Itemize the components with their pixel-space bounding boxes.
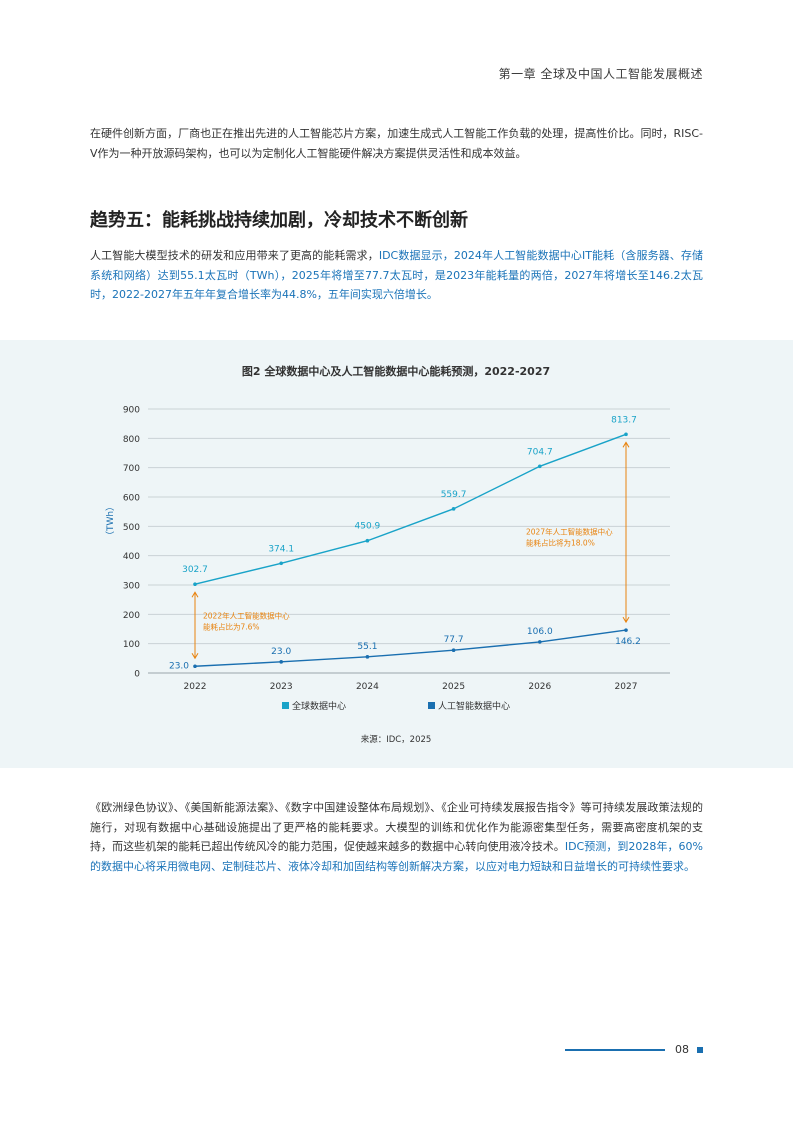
page-marker-square (697, 1047, 703, 1053)
data-point (624, 432, 628, 437)
x-tick-label: 2023 (270, 682, 293, 692)
policy-paragraph-highlight: IDC预测，到2028年，60%的数据中心将采用微电网、定制硅芯片、液体冷却和加… (90, 840, 704, 873)
series-line (194, 433, 627, 585)
hardware-paragraph: 在硬件创新方面，厂商也正在推出先进的人工智能芯片方案，加速生成式人工智能工作负载… (90, 127, 703, 160)
data-point (538, 464, 542, 469)
data-label: 559.7 (441, 490, 467, 500)
y-tick-label: 500 (123, 523, 140, 533)
data-label: 146.2 (615, 637, 641, 647)
y-tick-label: 900 (123, 406, 140, 416)
data-label: 23.0 (169, 661, 189, 671)
y-tick-label: 400 (123, 552, 140, 562)
annotation-text-line2: 能耗占比为7.6% (203, 621, 260, 631)
x-tick-label: 2025 (442, 682, 465, 692)
annotation-text-line2: 能耗占比将为18.0% (526, 537, 595, 547)
annotation-text-line1: 2022年人工智能数据中心 (203, 610, 290, 620)
energy-line-chart: 图2 全球数据中心及人工智能数据中心能耗预测，2022-2027 0 100 200 3… (105, 364, 670, 745)
data-label: 813.7 (611, 415, 637, 425)
annotation-arrow-head (191, 591, 199, 598)
policy-paragraph: 《欧洲绿色协议》、《美国新能源法案》、《数字中国建设整体布局规划》、《企业可持续… (90, 798, 703, 876)
data-label: 450.9 (355, 522, 381, 532)
y-axis-label: （TWh） (105, 502, 116, 540)
section-heading: 趋势五：能耗挑战持续加剧，冷却技术不断创新 (90, 210, 468, 231)
page-number: 08 (675, 1043, 689, 1056)
data-label: 77.7 (444, 635, 464, 645)
y-tick-label: 100 (123, 640, 140, 650)
data-point (624, 628, 628, 632)
chart-panel: 图2 全球数据中心及人工智能数据中心能耗预测，2022-2027 0 100 200 3… (0, 340, 793, 768)
legend-label: 人工智能数据中心 (438, 700, 510, 712)
annotation-arrow-head (622, 441, 630, 448)
data-label: 374.1 (268, 544, 294, 554)
y-tick-label: 300 (123, 582, 140, 592)
data-point (451, 507, 456, 511)
energy-paragraph-plain: 人工智能大模型技术的研发和应用带来了更高的能耗需求， (90, 249, 379, 262)
legend-swatch (282, 702, 289, 709)
y-tick-label: 0 (134, 670, 140, 680)
data-point (279, 660, 284, 664)
x-tick-label: 2024 (356, 682, 379, 692)
chapter-title: 第一章 全球及中国人工智能发展概述 (498, 67, 703, 81)
data-point (538, 640, 542, 644)
data-point (279, 561, 284, 566)
annotation-arrow-head (622, 616, 630, 624)
energy-paragraph-highlight: IDC数据显示，2024年人工智能数据中心IT能耗（含服务器、存储系统和网络）达… (90, 249, 703, 301)
chart-source: 来源：IDC，2025 (361, 735, 432, 745)
data-label: 23.0 (271, 647, 291, 657)
annotation-arrow-head (191, 652, 199, 660)
annotation-text-line1: 2027年人工智能数据中心 (526, 526, 613, 536)
x-tick-label: 2026 (528, 682, 551, 692)
data-point (365, 655, 370, 659)
y-tick-label: 700 (123, 464, 140, 474)
chart-title: 图2 全球数据中心及人工智能数据中心能耗预测，2022-2027 (242, 364, 550, 378)
data-label: 55.1 (357, 642, 377, 652)
policy-paragraph-plain: 《欧洲绿色协议》、《美国新能源法案》、《数字中国建设整体布局规划》、《企业可持续… (90, 801, 703, 853)
footer-line (565, 1049, 665, 1051)
x-tick-label: 2022 (184, 682, 207, 692)
series-line (194, 629, 627, 667)
y-tick-label: 600 (123, 494, 140, 504)
data-point (193, 664, 197, 669)
y-tick-label: 200 (123, 611, 140, 621)
x-tick-label: 2027 (615, 682, 638, 692)
data-point (365, 538, 370, 543)
data-label: 704.7 (527, 447, 553, 457)
legend-label: 全球数据中心 (292, 700, 346, 712)
data-point (193, 582, 197, 587)
energy-paragraph: 人工智能大模型技术的研发和应用带来了更高的能耗需求，IDC数据显示，2024年人… (90, 246, 703, 305)
legend-swatch (428, 702, 435, 709)
data-point (451, 648, 456, 653)
data-label: 106.0 (527, 627, 553, 637)
y-tick-label: 800 (123, 435, 140, 445)
data-label: 302.7 (182, 565, 208, 575)
